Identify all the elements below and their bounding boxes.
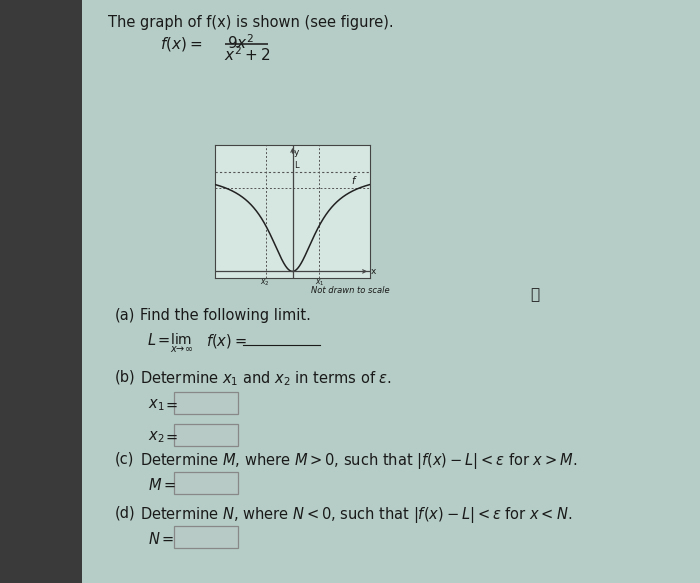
Text: Determine $x_1$ and $x_2$ in terms of $\varepsilon$.: Determine $x_1$ and $x_2$ in terms of $\… [140, 369, 392, 388]
FancyBboxPatch shape [174, 472, 238, 494]
Text: The graph of f(x) is shown (see figure).: The graph of f(x) is shown (see figure). [108, 15, 393, 30]
Text: $L =$: $L =$ [147, 332, 171, 348]
Text: $f(x) =$: $f(x) =$ [206, 332, 246, 350]
Text: Determine $M$, where $M > 0$, such that $|f(x) - L| < \varepsilon$ for $x > M$.: Determine $M$, where $M > 0$, such that … [140, 451, 578, 471]
Text: $x_2$: $x_2$ [148, 429, 164, 445]
Text: $=$: $=$ [163, 397, 179, 412]
Text: (d): (d) [115, 505, 136, 520]
Text: x: x [370, 267, 376, 276]
Text: (c): (c) [115, 451, 134, 466]
Text: Not drawn to scale: Not drawn to scale [312, 286, 390, 295]
FancyBboxPatch shape [174, 526, 238, 548]
Text: $9x^2$: $9x^2$ [227, 33, 254, 52]
Text: $M =$: $M =$ [148, 477, 176, 493]
Text: $\lim_{x \to \infty}$: $\lim_{x \to \infty}$ [170, 332, 193, 355]
Text: $=$: $=$ [163, 429, 179, 444]
Text: $x_1$: $x_1$ [315, 278, 325, 288]
FancyBboxPatch shape [174, 392, 238, 414]
Text: $f(x) =$: $f(x) =$ [160, 35, 202, 53]
Text: L: L [295, 161, 299, 170]
Text: (a): (a) [115, 308, 135, 323]
FancyBboxPatch shape [174, 424, 238, 446]
Text: $N =$: $N =$ [148, 531, 174, 547]
Text: Determine $N$, where $N < 0$, such that $|f(x) - L| < \varepsilon$ for $x < N$.: Determine $N$, where $N < 0$, such that … [140, 505, 572, 525]
Text: Find the following limit.: Find the following limit. [140, 308, 311, 323]
Text: y: y [294, 148, 300, 157]
Text: (b): (b) [115, 369, 136, 384]
Text: $x^2 + 2$: $x^2 + 2$ [224, 45, 270, 64]
Bar [0, 0, 82, 583]
Text: f: f [351, 176, 355, 187]
Text: $x_1$: $x_1$ [148, 397, 164, 413]
Text: ⓘ: ⓘ [530, 287, 539, 302]
Text: $x_2$: $x_2$ [260, 278, 270, 288]
